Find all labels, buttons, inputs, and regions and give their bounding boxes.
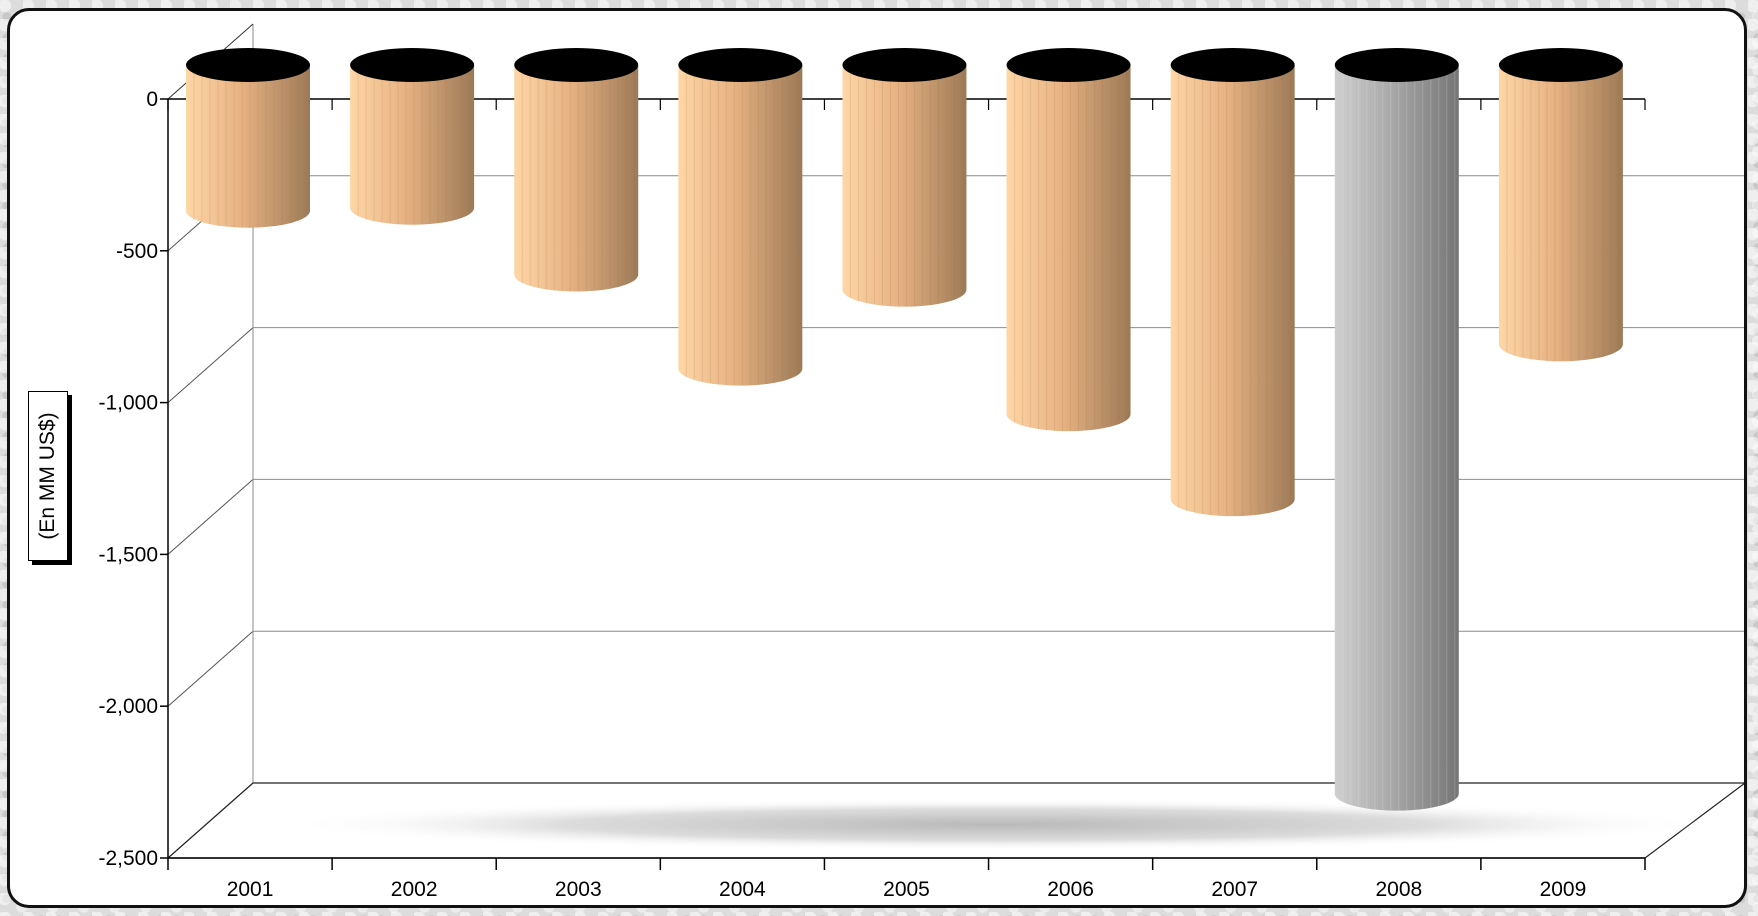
bar [514,48,639,292]
x-tick-label: 2005 [883,878,930,901]
x-tick-label: 2009 [1540,878,1587,901]
y-tick-label: -1,000 [98,392,158,415]
bar-top [1006,48,1131,82]
bar-top [1498,48,1623,82]
chart-plot: 0 -500 -1,000 -1,500 -2,000 -2,500 2001 2002 200… [98,23,1744,901]
bar-body [350,65,475,225]
bar [842,48,967,307]
gridline-diagonal [167,327,254,403]
bar [1170,48,1295,517]
bar [1498,48,1623,362]
bar-top [842,48,967,82]
bar-top [186,48,310,82]
gridline-diagonal [167,630,254,707]
floor-shadow [276,798,1717,851]
y-tick-label: -500 [116,240,158,263]
y-tick-label: -2,500 [98,847,158,870]
bar-top [1334,48,1459,82]
bar-body [186,65,310,228]
bar [350,48,475,225]
bar-body [1498,65,1623,362]
x-tick-label: 2003 [555,878,602,901]
bar-body [1334,65,1459,811]
bar-top [1170,48,1295,82]
y-tick-label: -1,500 [98,543,158,566]
y-axis-label-box: (En MM US$) [28,391,68,561]
y-tick-label: 0 [146,88,158,111]
bar-body [842,65,967,307]
bar [186,48,310,228]
bar-top [350,48,475,82]
y-axis-label: (En MM US$) [36,412,59,540]
x-tick-label: 2007 [1211,878,1258,901]
x-tick-label: 2001 [227,878,274,901]
bar-body [678,65,803,386]
bar-body [1006,65,1131,432]
x-tick-label: 2004 [719,878,766,901]
bar [1334,48,1459,811]
bar [1006,48,1131,432]
bar-top [514,48,639,82]
bar-top [678,48,803,82]
x-tick-label: 2008 [1375,878,1422,901]
x-tick-label: 2006 [1047,878,1094,901]
y-tick-label: -2,000 [98,695,158,718]
chart-frame: 0 -500 -1,000 -1,500 -2,000 -2,500 2001 2002 200… [7,8,1747,908]
gridline-diagonal [167,479,254,555]
x-tick-label: 2002 [391,878,438,901]
bar-body [1170,65,1295,517]
bar-body [514,65,639,292]
bar [678,48,803,386]
